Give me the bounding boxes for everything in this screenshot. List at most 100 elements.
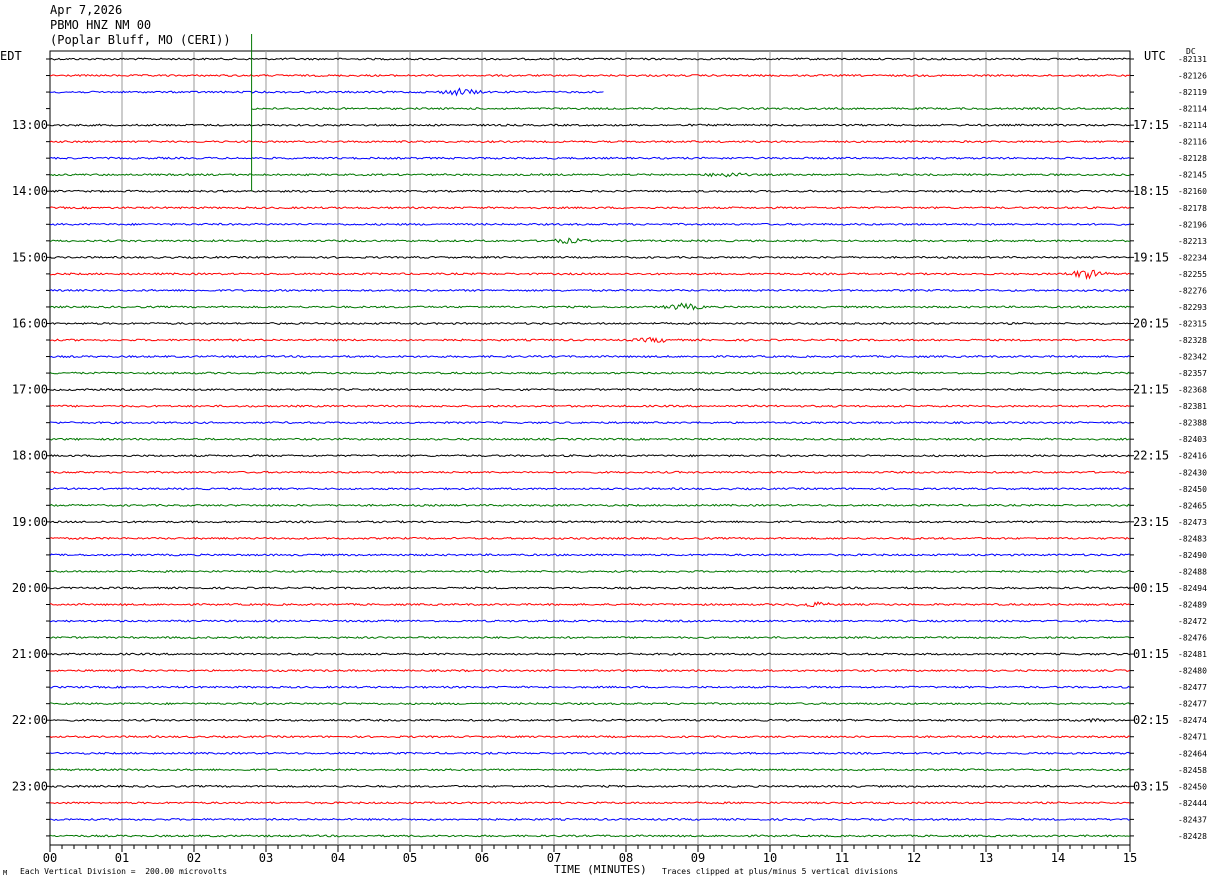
seismic-trace <box>49 635 1131 640</box>
left-timezone-label: EDT <box>0 49 22 63</box>
left-hour-label: 21:00 <box>12 647 48 661</box>
station-code: PBMO HNZ NM 00 <box>50 18 152 32</box>
left-hour-label: 13:00 <box>12 118 48 132</box>
x-tick-label: 15 <box>1123 851 1137 865</box>
dc-offset-label: -82114 <box>1178 121 1207 130</box>
plot-frame <box>49 50 1131 846</box>
left-hour-label: 18:00 <box>12 449 48 463</box>
right-timezone-label: UTC <box>1144 49 1166 63</box>
seismic-trace <box>49 206 1131 210</box>
left-hour-label: 22:00 <box>12 713 48 727</box>
dc-offset-label: -82488 <box>1178 567 1207 576</box>
dc-offset-label: -82483 <box>1178 534 1207 543</box>
seismic-trace <box>49 172 1131 178</box>
seismic-trace <box>49 652 1131 656</box>
dc-offset-label: -82450 <box>1178 485 1207 494</box>
right-hour-label: 23:15 <box>1133 515 1169 529</box>
seismic-trace <box>49 73 1131 78</box>
dc-offset-label: -82416 <box>1178 452 1207 461</box>
dc-offset-label: -82293 <box>1178 303 1207 312</box>
dc-offset-label: -82465 <box>1178 501 1207 510</box>
seismic-trace <box>49 601 1131 607</box>
right-hour-label: 03:15 <box>1133 779 1169 793</box>
seismic-trace <box>49 156 1131 160</box>
x-tick-label: 11 <box>835 851 849 865</box>
right-hour-label: 19:15 <box>1133 250 1169 264</box>
dc-offset-label: -82328 <box>1178 336 1207 345</box>
station-location: (Poplar Bluff, MO (CERI)) <box>50 33 231 47</box>
dc-offset-label: -82489 <box>1178 600 1207 609</box>
seismic-trace <box>49 718 1131 724</box>
dc-offset-label: -82213 <box>1178 237 1207 246</box>
dc-offset-label: -82114 <box>1178 105 1207 114</box>
seismic-trace <box>50 269 1131 281</box>
left-hour-label: 19:00 <box>12 515 48 529</box>
x-tick-label: 13 <box>979 851 993 865</box>
x-tick-label: 06 <box>475 851 489 865</box>
seismic-trace <box>49 685 1131 689</box>
seismic-trace <box>49 57 1131 61</box>
seismic-trace <box>49 454 1131 458</box>
dc-offset-label: -82481 <box>1178 650 1207 659</box>
left-hour-label: 17:00 <box>12 383 48 397</box>
seismic-trace <box>49 255 1131 259</box>
dc-offset-label: -82477 <box>1178 683 1207 692</box>
dc-offset-label: -82388 <box>1178 419 1207 428</box>
seismic-trace <box>49 336 1131 344</box>
seismic-trace <box>49 321 1131 326</box>
seismic-trace <box>49 520 1131 524</box>
dc-offset-label: -82428 <box>1178 832 1207 841</box>
dc-offset-label: -82458 <box>1178 766 1207 775</box>
left-hour-label: 14:00 <box>12 184 48 198</box>
right-hour-label: 20:15 <box>1133 316 1169 330</box>
seismic-trace <box>49 371 1131 375</box>
seismic-trace <box>49 503 1131 507</box>
seismic-trace <box>49 404 1131 408</box>
dc-offset-label: -82357 <box>1178 369 1207 378</box>
dc-offset-label: -82128 <box>1178 154 1207 163</box>
dc-offset-label: -82160 <box>1178 187 1207 196</box>
right-hour-label: 02:15 <box>1133 713 1169 727</box>
dc-offset-label: -82494 <box>1178 584 1207 593</box>
seismic-trace <box>49 140 1131 144</box>
seismic-trace <box>49 768 1131 772</box>
dc-offset-label: -82116 <box>1178 138 1207 147</box>
dc-offset-label: -82255 <box>1178 270 1207 279</box>
x-axis-title: TIME (MINUTES) <box>554 863 647 876</box>
seismic-trace <box>49 801 1131 805</box>
seismic-trace <box>49 834 1131 838</box>
dc-offset-label: -82196 <box>1178 220 1207 229</box>
seismic-trace <box>49 702 1131 706</box>
dc-offset-label: -82444 <box>1178 799 1207 808</box>
right-hour-label: 00:15 <box>1133 581 1169 595</box>
right-hour-label: 18:15 <box>1133 184 1169 198</box>
seismic-trace <box>49 388 1131 392</box>
dc-offset-label: -82403 <box>1178 435 1207 444</box>
seismic-trace <box>49 569 1131 574</box>
seismic-trace <box>49 288 1131 293</box>
x-tick-label: 05 <box>403 851 417 865</box>
dc-offset-label: -82464 <box>1178 749 1207 758</box>
dc-offset-label: -82430 <box>1178 468 1207 477</box>
x-tick-label: 02 <box>187 851 201 865</box>
x-tick-label: 10 <box>763 851 777 865</box>
x-tick-label: 14 <box>1051 851 1065 865</box>
dc-offset-label: -82368 <box>1178 386 1207 395</box>
x-tick-label: 07 <box>547 851 561 865</box>
dc-offset-label: -82474 <box>1178 716 1207 725</box>
dc-offset-label: -82472 <box>1178 617 1207 626</box>
clip-note: Traces clipped at plus/minus 5 vertical … <box>662 867 899 876</box>
seismic-trace <box>49 668 1131 673</box>
seismic-trace <box>49 302 1131 311</box>
seismic-trace <box>49 123 1131 127</box>
dc-label: DC <box>1186 47 1196 56</box>
seismic-trace <box>49 470 1131 474</box>
chart-date: Apr 7,2026 <box>50 3 123 17</box>
dc-offset-label: -82315 <box>1178 319 1207 328</box>
dc-offset-label: -82471 <box>1178 733 1207 742</box>
dc-offset-label: -82450 <box>1178 782 1207 791</box>
dc-offset-label: -82473 <box>1178 518 1207 527</box>
dc-offset-label: -82476 <box>1178 634 1207 643</box>
seismic-trace <box>49 421 1131 425</box>
